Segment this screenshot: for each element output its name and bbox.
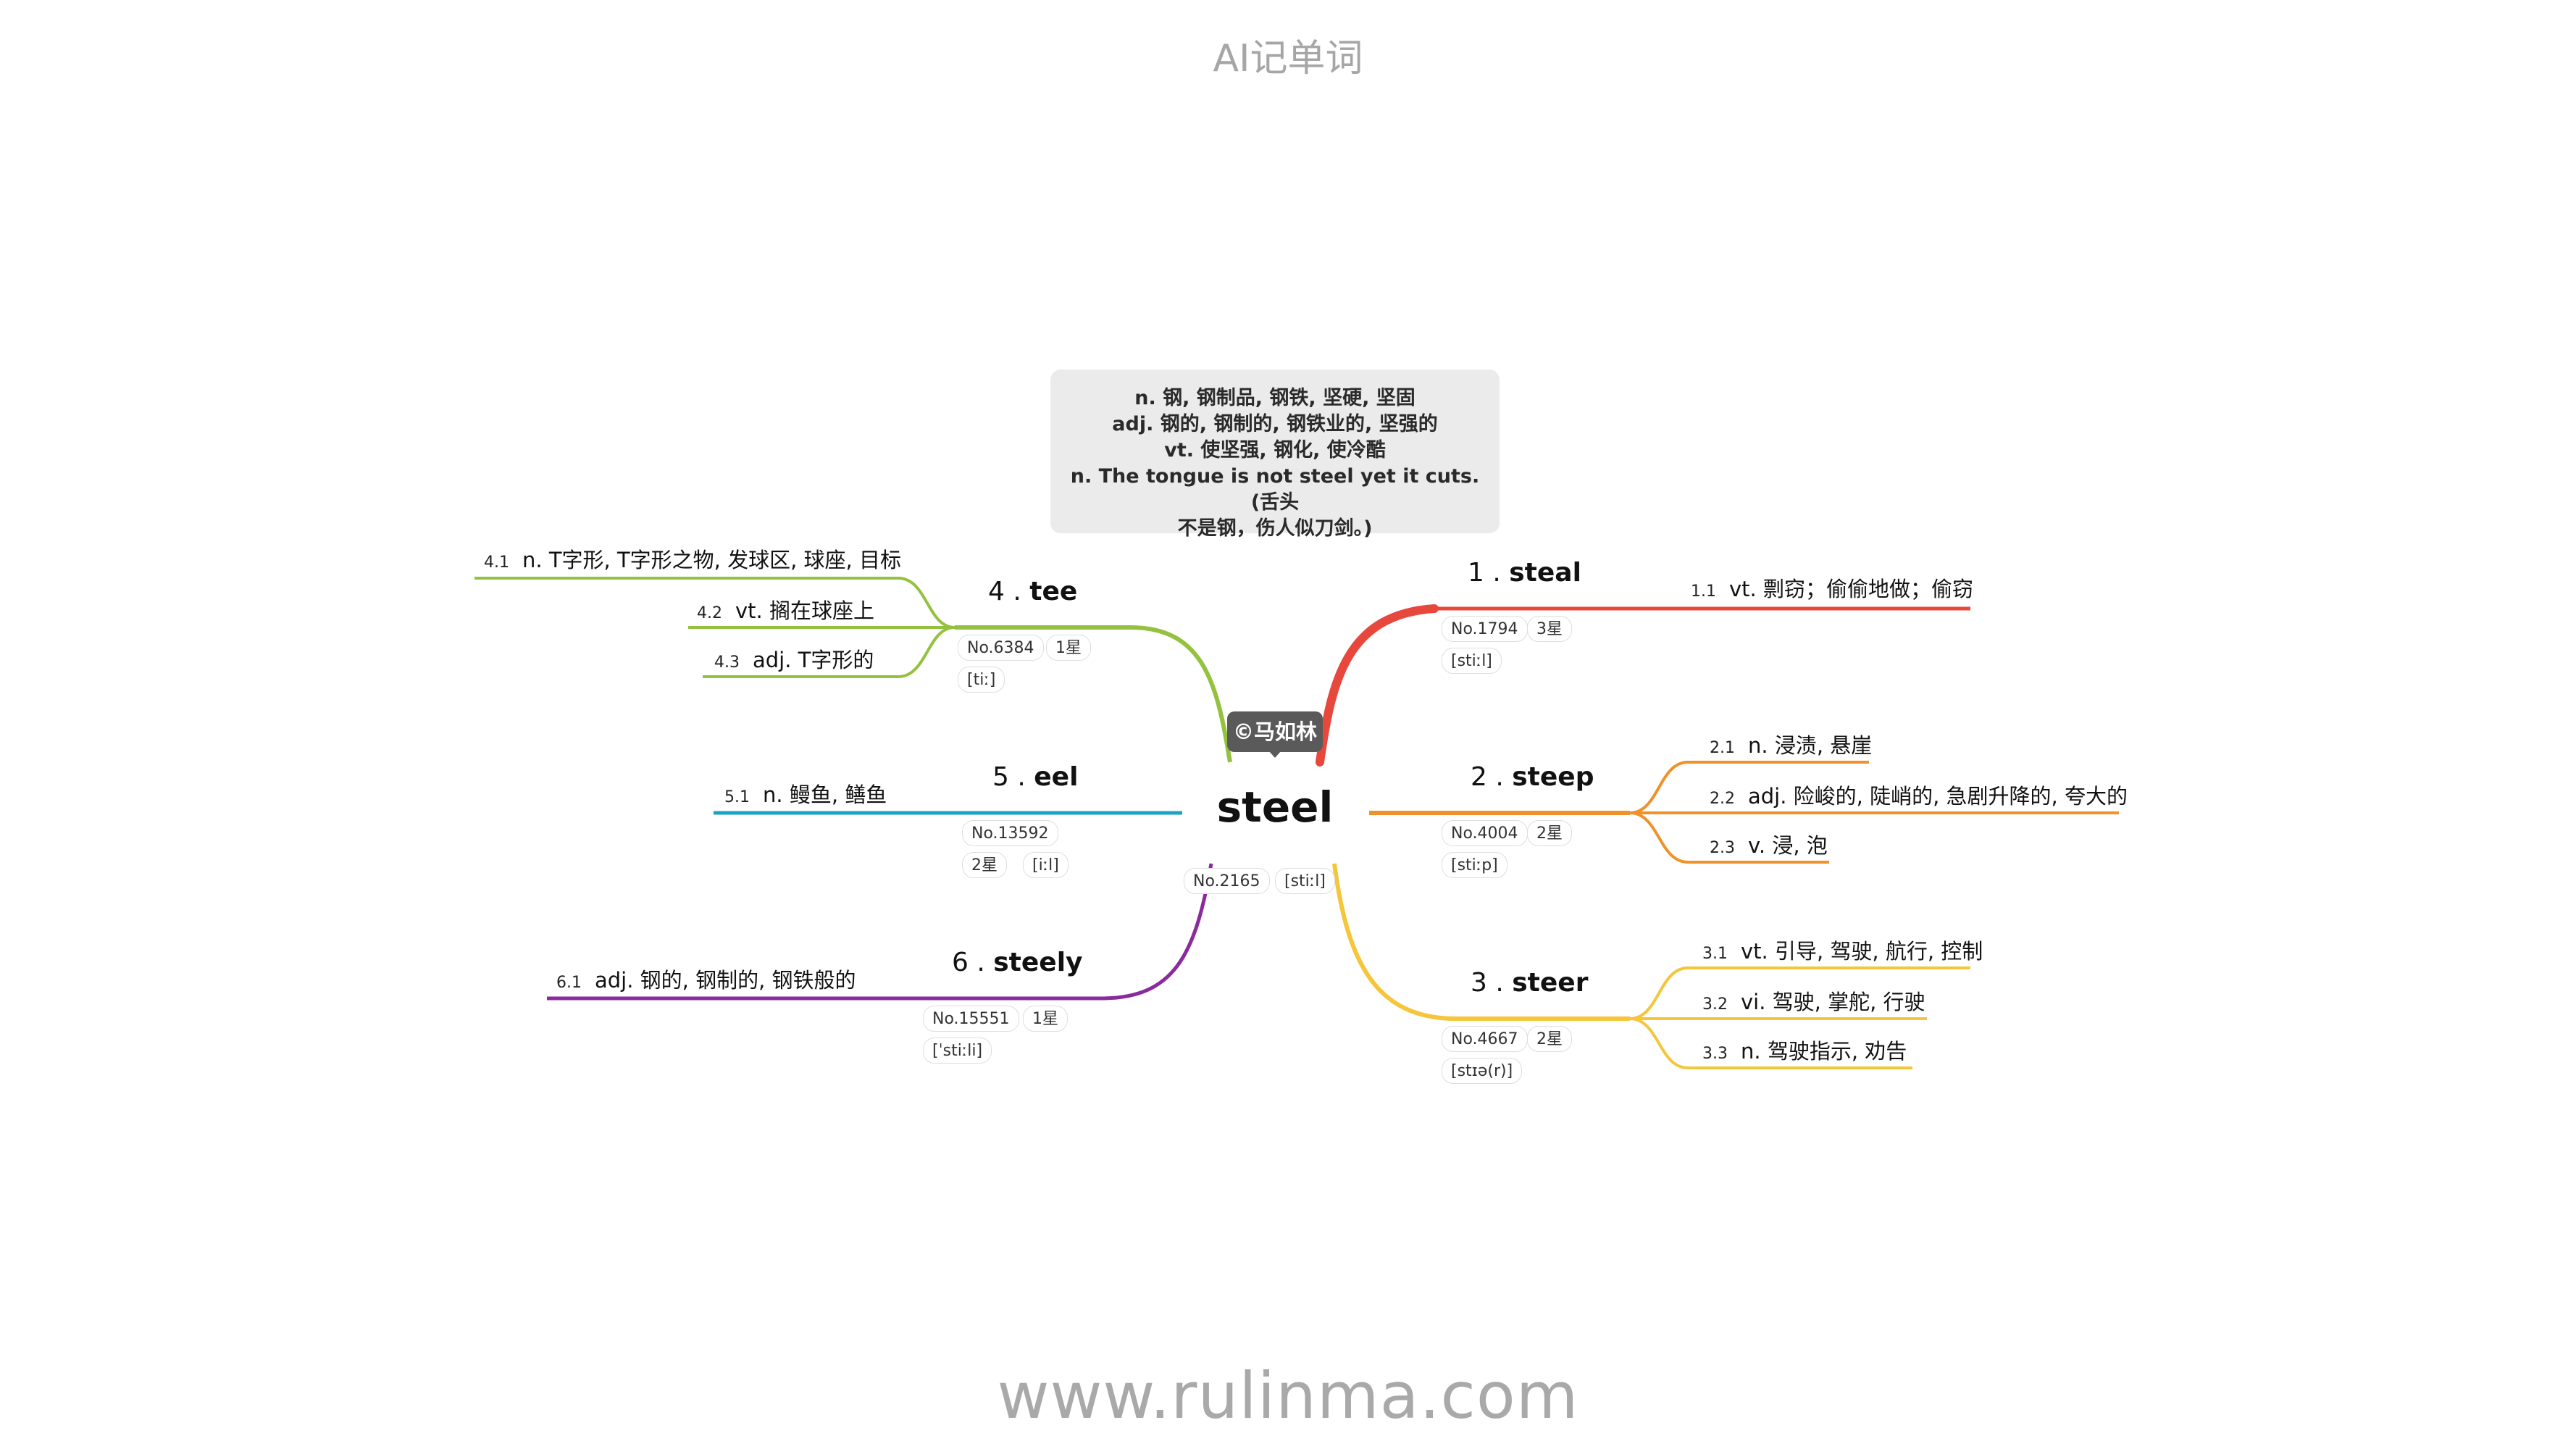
definition-line: vt. 使坚强, 钢化, 使冷酷 xyxy=(1164,439,1386,462)
star-tag: 2星 xyxy=(962,852,1007,878)
definition-line: 不是钢，伤人似刀剑。) xyxy=(1177,517,1373,540)
app-title: AI记单词 xyxy=(1213,37,1363,80)
star-tag: 1星 xyxy=(1023,1006,1068,1032)
sense-item: 1.1 vt. 剽窃；偷偷地做；偷窃 xyxy=(1691,572,1973,603)
branch-number: 4 . xyxy=(988,577,1021,606)
center-phonetic-tag: [stiːl] xyxy=(1275,868,1335,894)
sense-index: 4.3 xyxy=(714,653,740,672)
sense-index: 3.2 xyxy=(1702,995,1728,1014)
branch-word: steer xyxy=(1512,968,1589,998)
sense-item: 3.2 vi. 驾驶, 掌舵, 行驶 xyxy=(1702,985,1925,1016)
phonetic-tag: [stɪə(r)] xyxy=(1442,1058,1523,1084)
star-tag: 2星 xyxy=(1527,820,1572,846)
definition-line: n. The tongue is not steel yet it cuts. … xyxy=(1070,465,1480,514)
sense-text: adj. 险峻的, 陡峭的, 急剧升降的, 夸大的 xyxy=(1748,784,2128,809)
sense-text: v. 浸, 泡 xyxy=(1748,833,1828,858)
sense-text: n. T字形, T字形之物, 发球区, 球座, 目标 xyxy=(522,548,901,572)
sense-item: 4.1 n. T字形, T字形之物, 发球区, 球座, 目标 xyxy=(484,543,901,574)
branch-word: steal xyxy=(1509,558,1581,588)
sense-text: n. 鳗鱼, 鳝鱼 xyxy=(763,782,887,807)
sense-item: 2.3 v. 浸, 泡 xyxy=(1710,829,1828,859)
sense-index: 1.1 xyxy=(1691,582,1716,601)
branch-steely[interactable]: 6 . steely xyxy=(952,948,1083,977)
branch-line-tee xyxy=(955,625,1232,763)
sense-text: adj. 钢的, 钢制的, 钢铁般的 xyxy=(595,968,856,993)
copyright-callout: ©马如林 xyxy=(1227,711,1323,752)
branch-number: 5 . xyxy=(992,762,1026,792)
phonetic-tag: [ˈstiːli] xyxy=(923,1037,992,1064)
branch-line-steer xyxy=(1332,863,1630,1021)
rank-tag: No.4667 xyxy=(1442,1026,1528,1052)
sense-item: 5.1 n. 鳗鱼, 鳝鱼 xyxy=(724,778,887,809)
rank-tag: No.1794 xyxy=(1442,616,1528,642)
branch-steep[interactable]: 2 . steep xyxy=(1471,762,1594,792)
branch-tee[interactable]: 4 . tee xyxy=(988,577,1077,606)
branch-number: 2 . xyxy=(1471,762,1504,792)
branch-word: tee xyxy=(1029,577,1078,606)
definition-box: n. 钢, 钢制品, 钢铁, 坚硬, 坚固 adj. 钢的, 钢制的, 钢铁业的… xyxy=(1050,369,1500,540)
sense-item: 4.2 vt. 搁在球座上 xyxy=(697,594,874,625)
sense-index: 2.3 xyxy=(1710,839,1735,857)
branch-eel[interactable]: 5 . eel xyxy=(992,762,1078,792)
phonetic-tag: [stiːl] xyxy=(1442,648,1502,674)
rank-tag: No.13592 xyxy=(962,820,1058,846)
sense-item: 2.1 n. 浸渍, 悬崖 xyxy=(1710,729,1872,759)
sense-item: 3.1 vt. 引导, 驾驶, 航行, 控制 xyxy=(1702,935,1983,965)
sense-text: vt. 引导, 驾驶, 航行, 控制 xyxy=(1741,939,1983,964)
sense-index: 2.2 xyxy=(1710,790,1735,808)
sense-item: 2.2 adj. 险峻的, 陡峭的, 急剧升降的, 夸大的 xyxy=(1710,780,2128,810)
branch-steer[interactable]: 3 . steer xyxy=(1471,968,1588,998)
sense-index: 3.3 xyxy=(1702,1045,1728,1063)
callout-pointer xyxy=(1268,751,1281,758)
branch-line-steal xyxy=(1318,606,1970,763)
website-watermark: www.rulinma.com xyxy=(997,1358,1579,1433)
definition-line: adj. 钢的, 钢制的, 钢铁业的, 坚强的 xyxy=(1112,413,1438,435)
phonetic-tag: [iːl] xyxy=(1023,852,1069,878)
rank-tag: No.15551 xyxy=(923,1006,1019,1032)
sense-text: vi. 驾驶, 掌舵, 行驶 xyxy=(1741,990,1925,1014)
sense-text: adj. T字形的 xyxy=(753,648,874,672)
sense-text: n. 驾驶指示, 劝告 xyxy=(1741,1039,1907,1064)
center-word[interactable]: steel xyxy=(1216,782,1334,832)
branch-word: steep xyxy=(1512,762,1594,792)
sense-item: 3.3 n. 驾驶指示, 劝告 xyxy=(1702,1035,1907,1065)
branch-steal[interactable]: 1 . steal xyxy=(1468,558,1581,588)
branch-number: 1 . xyxy=(1468,558,1501,588)
sense-text: vt. 搁在球座上 xyxy=(735,598,874,623)
sense-text: vt. 剽窃；偷偷地做；偷窃 xyxy=(1729,577,1973,601)
rank-tag: No.4004 xyxy=(1442,820,1528,846)
center-rank-tag: No.2165 xyxy=(1184,868,1270,894)
star-tag: 2星 xyxy=(1527,1026,1572,1052)
sense-index: 2.1 xyxy=(1710,739,1735,757)
branch-line-steely xyxy=(547,863,1213,1001)
sense-index: 6.1 xyxy=(556,974,582,992)
phonetic-tag: [tiː] xyxy=(958,667,1005,693)
sense-index: 4.1 xyxy=(484,554,509,572)
sense-item: 6.1 adj. 钢的, 钢制的, 钢铁般的 xyxy=(556,964,856,994)
star-tag: 1星 xyxy=(1046,635,1091,661)
branch-word: steely xyxy=(993,948,1083,977)
sense-index: 5.1 xyxy=(724,788,750,806)
rank-tag: No.6384 xyxy=(958,635,1044,661)
phonetic-tag: [stiːp] xyxy=(1442,852,1507,878)
star-tag: 3星 xyxy=(1527,616,1572,642)
branch-word: eel xyxy=(1034,762,1079,792)
sense-index: 3.1 xyxy=(1702,945,1728,963)
branch-number: 6 . xyxy=(952,948,985,977)
sense-text: n. 浸渍, 悬崖 xyxy=(1748,733,1873,758)
sense-index: 4.2 xyxy=(697,604,722,622)
branch-number: 3 . xyxy=(1471,968,1504,998)
definition-line: n. 钢, 钢制品, 钢铁, 坚硬, 坚固 xyxy=(1134,387,1415,409)
sense-item: 4.3 adj. T字形的 xyxy=(714,643,874,674)
